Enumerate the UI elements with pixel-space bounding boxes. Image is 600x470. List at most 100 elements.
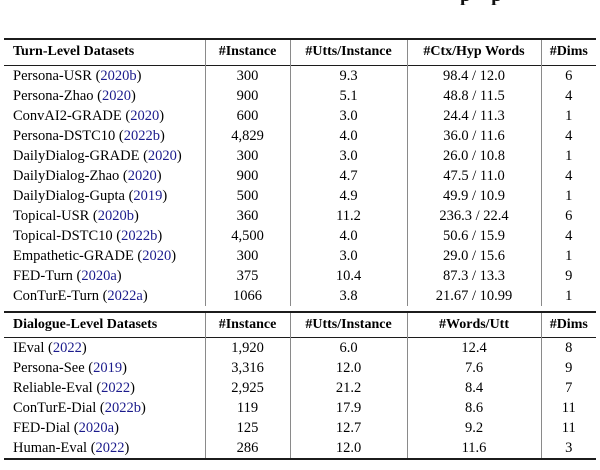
dataset-name-cell: DailyDialog-GRADE (2020): [13, 147, 182, 164]
cell-instance: 300: [204, 245, 290, 266]
dataset-name-cell: Persona-DSTC10 (2022b): [13, 127, 165, 144]
dataset-name-cell: DailyDialog-Gupta (2019): [13, 187, 168, 204]
cell-instance: 2,925: [204, 378, 290, 398]
dataset-name-cell: ConvAI2-GRADE (2020): [13, 107, 165, 124]
col-header-instance: #Instance: [204, 40, 290, 65]
cell-words: 36.0 / 11.6: [406, 125, 541, 146]
cell-instance: 4,500: [204, 225, 290, 246]
cell-dims: 6: [540, 65, 596, 86]
dataset-name-cell: Topical-USR (2020b): [13, 207, 139, 224]
cell-words: 8.4: [406, 378, 541, 398]
citation-year-link[interactable]: 2020: [127, 167, 157, 184]
cell-utts-per-instance: 5.1: [289, 85, 407, 106]
dataset-row: Persona-See (2019) 3,316 12.0 7.6 9: [4, 358, 596, 378]
citation-year-link[interactable]: 2022: [52, 340, 82, 356]
citation-year-link[interactable]: 2022b: [123, 127, 161, 144]
dataset-row: Reliable-Eval (2022) 2,925 21.2 8.4 7: [4, 378, 596, 398]
dataset-row: Persona-DSTC10 (2022b) 4,829 4.0 36.0 / 11.…: [4, 125, 596, 146]
citation-year-link[interactable]: 2020b: [100, 67, 137, 84]
dataset-row: FED-Dial (2020a) 125 12.7 9.2 11: [4, 418, 596, 438]
cell-utts-per-instance: 17.9: [289, 398, 407, 418]
cell-instance: 300: [204, 145, 290, 166]
cell-utts-per-instance: 3.8: [289, 285, 407, 306]
dataset-name-cell: Empathetic-GRADE (2020): [13, 247, 177, 264]
cell-utts-per-instance: 3.0: [289, 145, 407, 166]
cropped-text: pp: [460, 0, 540, 5]
cell-utts-per-instance: 12.7: [289, 418, 407, 438]
citation-year-link[interactable]: 2020: [101, 87, 131, 104]
dialogue-level-table: Dialogue-Level Datasets #Instance #Utts/…: [4, 310, 596, 458]
cell-words: 50.6 / 15.9: [406, 225, 541, 246]
cell-instance: 900: [204, 165, 290, 186]
dataset-row: DailyDialog-Gupta (2019) 500 4.9 49.9 / 10.…: [4, 185, 596, 206]
citation-year-link[interactable]: 2022: [95, 440, 125, 456]
dataset-name-cell: Human-Eval (2022): [13, 440, 130, 456]
cell-dims: 6: [540, 205, 596, 226]
citation-year-link[interactable]: 2022: [101, 380, 131, 396]
cell-utts-per-instance: 11.2: [289, 205, 407, 226]
citation-year-link[interactable]: 2020: [147, 147, 177, 164]
cell-dims: 4: [540, 85, 596, 106]
dataset-row: IEval (2022) 1,920 6.0 12.4 8: [4, 337, 596, 358]
cell-words: 29.0 / 15.6: [406, 245, 541, 266]
col-header-turn-level-datasets: Turn-Level Datasets: [13, 44, 135, 60]
citation-year-link[interactable]: 2019: [133, 187, 163, 204]
cell-dims: 3: [540, 438, 596, 458]
cell-instance: 600: [204, 105, 290, 126]
cell-utts-per-instance: 4.7: [289, 165, 407, 186]
cell-words: 98.4 / 12.0: [406, 65, 541, 86]
col-header-utts-per-instance: #Utts/Instance: [289, 311, 407, 338]
cell-words: 8.6: [406, 398, 541, 418]
cell-utts-per-instance: 6.0: [289, 337, 407, 358]
cell-utts-per-instance: 21.2: [289, 378, 407, 398]
citation-year-link[interactable]: 2019: [93, 360, 123, 376]
cell-words: 26.0 / 10.8: [406, 145, 541, 166]
cropped-text-fragment: pp: [460, 0, 540, 5]
cell-words: 12.4: [406, 337, 541, 358]
dataset-row: Empathetic-GRADE (2020) 300 3.0 29.0 / 15.6…: [4, 245, 596, 266]
dataset-row: FED-Turn (2020a) 375 10.4 87.3 / 13.3 9: [4, 265, 596, 286]
datasets-statistics-table: Turn-Level Datasets #Instance #Utts/Inst…: [4, 38, 596, 460]
citation-year-link[interactable]: 2020b: [97, 207, 135, 224]
cell-utts-per-instance: 10.4: [289, 265, 407, 286]
cell-instance: 1,920: [204, 337, 290, 358]
citation-year-link[interactable]: 2022b: [104, 400, 141, 416]
col-header-instance: #Instance: [204, 311, 290, 338]
cell-utts-per-instance: 3.0: [289, 245, 407, 266]
cell-instance: 3,316: [204, 358, 290, 378]
cell-words: 21.67 / 10.99: [406, 285, 541, 306]
dataset-name-cell: ConTurE-Turn (2022a): [13, 287, 148, 304]
cell-dims: 11: [540, 418, 596, 438]
cell-dims: 7: [540, 378, 596, 398]
citation-year-link[interactable]: 2020a: [81, 267, 117, 284]
cell-utts-per-instance: 4.0: [289, 125, 407, 146]
dataset-row: Topical-DSTC10 (2022b) 4,500 4.0 50.6 / 15.…: [4, 225, 596, 246]
cell-dims: 1: [540, 245, 596, 266]
citation-year-link[interactable]: 2022b: [121, 227, 158, 244]
cell-dims: 1: [540, 285, 596, 306]
cell-words: 48.8 / 11.5: [406, 85, 541, 106]
citation-year-link[interactable]: 2020: [142, 247, 172, 264]
cell-words: 11.6: [406, 438, 541, 458]
cell-words: 47.5 / 11.0: [406, 165, 541, 186]
dataset-row: Topical-USR (2020b) 360 11.2 236.3 / 22.4 6: [4, 205, 596, 226]
col-header-utts-per-instance: #Utts/Instance: [289, 40, 407, 65]
cell-words: 7.6: [406, 358, 541, 378]
dataset-name-cell: Persona-Zhao (2020): [13, 87, 136, 104]
citation-year-link[interactable]: 2020a: [78, 420, 115, 436]
citation-year-link[interactable]: 2022a: [107, 287, 143, 304]
cell-dims: 1: [540, 145, 596, 166]
col-header-words-per-utt: #Words/Utt: [406, 311, 541, 338]
cell-dims: 11: [540, 398, 596, 418]
turn-level-header-row: Turn-Level Datasets #Instance #Utts/Inst…: [4, 40, 596, 65]
citation-year-link[interactable]: 2020: [130, 107, 160, 124]
cell-words: 49.9 / 10.9: [406, 185, 541, 206]
dataset-row: DailyDialog-GRADE (2020) 300 3.0 26.0 / 10.…: [4, 145, 596, 166]
col-header-dialogue-level-datasets: Dialogue-Level Datasets: [13, 316, 158, 332]
cell-instance: 119: [204, 398, 290, 418]
col-header-ctx-hyp-words: #Ctx/Hyp Words: [406, 40, 541, 65]
cell-dims: 8: [540, 337, 596, 358]
cell-instance: 286: [204, 438, 290, 458]
turn-level-table: Turn-Level Datasets #Instance #Utts/Inst…: [4, 40, 596, 306]
